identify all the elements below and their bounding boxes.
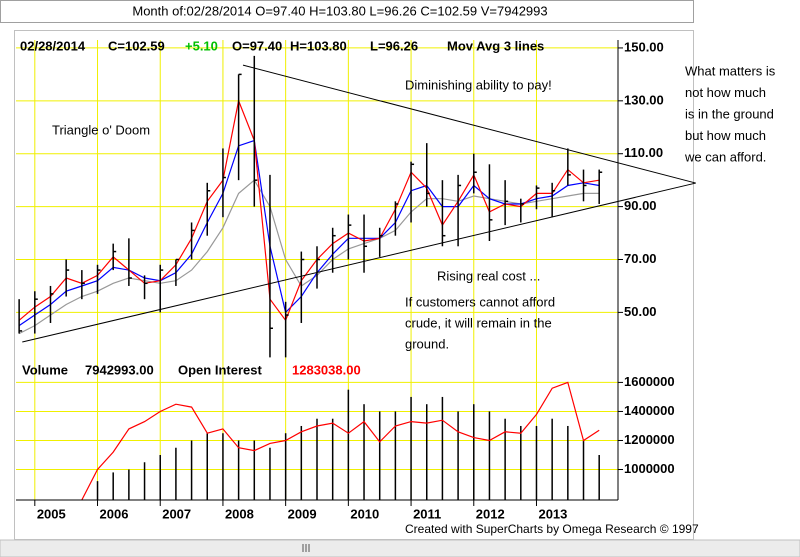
annotation: Diminishing ability to pay!: [405, 77, 552, 92]
scroll-grip: [302, 544, 310, 552]
y-tick-label: 1400000: [624, 403, 675, 418]
header-text: 7942993.00: [85, 362, 154, 377]
side-note: is in the ground: [685, 106, 774, 121]
header-text: 1283038.00: [292, 362, 361, 377]
y-tick-label: 1200000: [624, 432, 675, 447]
header-text: C=102.59: [108, 38, 165, 53]
footer: Created with SuperCharts by Omega Resear…: [405, 522, 699, 536]
side-note: not how much: [685, 85, 766, 100]
x-tick-label: 2010: [350, 506, 379, 521]
x-tick-label: 2005: [37, 506, 66, 521]
x-tick-label: 2006: [100, 506, 129, 521]
header-text: 02/28/2014: [20, 38, 86, 53]
window-title: Month of:02/28/2014 O=97.40 H=103.80 L=9…: [132, 3, 547, 18]
y-tick-label: 90.00: [624, 198, 657, 213]
annotation: If customers cannot afford: [405, 294, 555, 309]
y-tick-label: 150.00: [624, 39, 664, 54]
y-tick-label: 1000000: [624, 461, 675, 476]
side-note: we can afford.: [684, 149, 766, 164]
x-tick-label: 2013: [538, 506, 567, 521]
annotation: ground.: [405, 336, 449, 351]
moving-average: [18, 139, 600, 327]
header-text: Volume: [22, 362, 68, 377]
header-text: O=97.40: [232, 38, 282, 53]
y-tick-label: 1600000: [624, 374, 675, 389]
x-tick-label: 2011: [413, 506, 441, 521]
header-text: Open Interest: [178, 362, 262, 377]
header-text: H=103.80: [290, 38, 347, 53]
side-note: but how much: [685, 128, 766, 143]
side-note: What matters is: [685, 63, 776, 78]
x-tick-label: 2009: [288, 506, 317, 521]
moving-average: [18, 98, 600, 322]
x-tick-label: 2007: [162, 506, 191, 521]
title-bar: [0, 0, 694, 23]
y-tick-label: 70.00: [624, 251, 657, 266]
x-tick-label: 2008: [225, 506, 254, 521]
moving-average: [18, 179, 600, 335]
header-text: +5.10: [185, 38, 218, 53]
annotation: crude, it will remain in the: [405, 315, 552, 330]
annotation: Rising real cost ...: [437, 268, 540, 283]
annotation: Triangle o' Doom: [52, 122, 150, 137]
x-tick-label: 2012: [476, 506, 505, 521]
y-tick-label: 110.00: [624, 145, 663, 160]
open-interest-line: [81, 381, 600, 501]
scrollbar[interactable]: [0, 539, 800, 557]
trendline: [242, 64, 696, 184]
y-tick-label: 50.00: [624, 304, 657, 319]
trendline: [22, 182, 696, 343]
header-text: Mov Avg 3 lines: [447, 38, 544, 53]
y-tick-label: 130.00: [624, 92, 664, 107]
header-text: L=96.26: [370, 38, 418, 53]
